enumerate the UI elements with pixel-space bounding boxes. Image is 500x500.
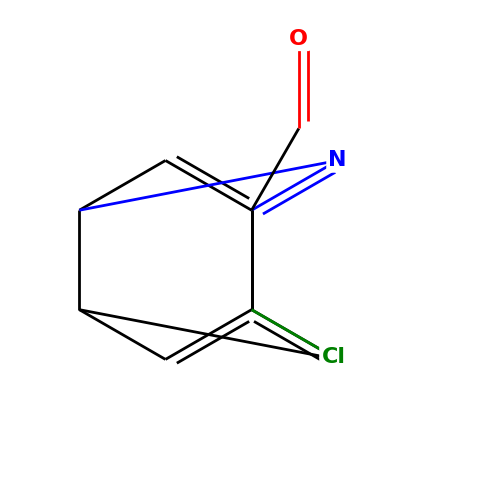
Text: N: N — [328, 150, 347, 171]
Text: Cl: Cl — [322, 347, 345, 367]
Text: O: O — [290, 29, 308, 49]
